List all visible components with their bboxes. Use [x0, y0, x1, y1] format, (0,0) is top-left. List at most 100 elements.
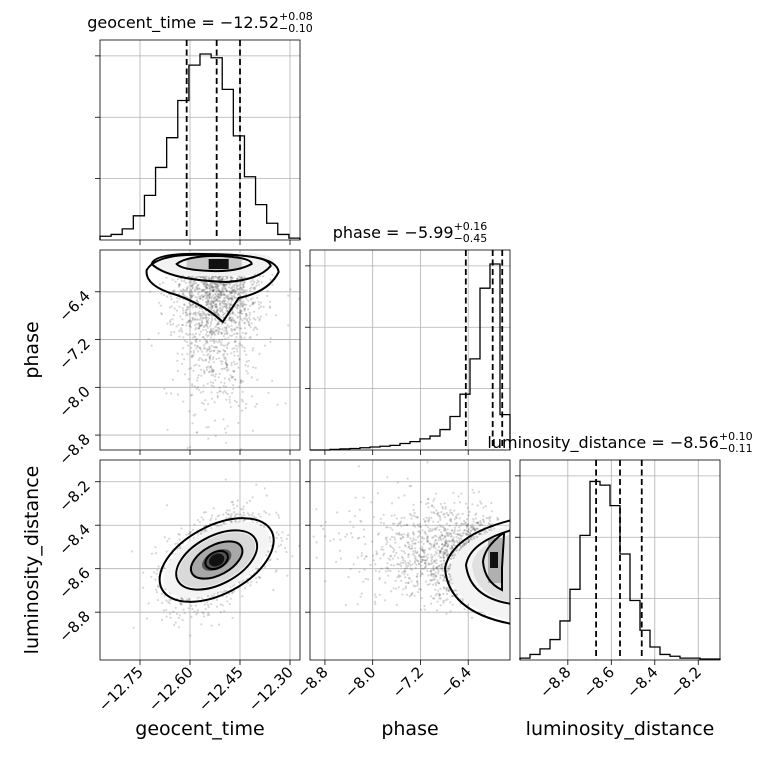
sample-point [383, 553, 385, 555]
sample-point [210, 337, 212, 339]
sample-point [269, 341, 271, 343]
sample-point [421, 556, 423, 558]
sample-point [221, 339, 223, 341]
x-axis-label-phase: phase [381, 718, 438, 740]
sample-point [444, 544, 446, 546]
sample-point [216, 295, 218, 297]
sample-point [215, 319, 217, 321]
sample-point [202, 317, 204, 319]
sample-point [415, 567, 417, 569]
sample-point [433, 598, 435, 600]
sample-point [373, 559, 375, 561]
sample-point [287, 324, 289, 326]
sample-point [477, 522, 479, 524]
sample-point [275, 551, 277, 553]
sample-point [333, 538, 335, 540]
sample-point [155, 589, 157, 591]
sample-point [429, 530, 431, 532]
sample-point [229, 509, 231, 511]
sample-point [386, 541, 388, 543]
sample-point [258, 301, 260, 303]
sample-point [453, 536, 455, 538]
sample-point [224, 278, 226, 280]
sample-point [230, 328, 232, 330]
sample-point [185, 309, 187, 311]
sample-point [470, 529, 472, 531]
sample-point [231, 592, 233, 594]
sample-point [197, 609, 199, 611]
sample-point [431, 558, 433, 560]
hist-panel-geocent_time: geocent_time = −12.52+0.08 −0.10 [87, 10, 313, 245]
sample-point [238, 321, 240, 323]
sample-point [160, 305, 162, 307]
sample-point [230, 303, 232, 305]
sample-point [197, 312, 199, 314]
sample-point [214, 379, 216, 381]
sample-point [185, 324, 187, 326]
sample-point [452, 604, 454, 606]
sample-point [359, 520, 361, 522]
sample-point [252, 430, 254, 432]
sample-point [188, 378, 190, 380]
sample-point [413, 523, 415, 525]
sample-point [370, 564, 372, 566]
sample-point [388, 557, 390, 559]
sample-point [496, 517, 498, 519]
sample-point [181, 353, 183, 355]
sample-point [224, 312, 226, 314]
sample-point [195, 347, 197, 349]
sample-point [237, 355, 239, 357]
hist-title-luminosity_distance: luminosity_distance = −8.56+0.10 −0.11 [487, 430, 752, 455]
sample-point [385, 537, 387, 539]
sample-point [233, 371, 235, 373]
sample-point [437, 601, 439, 603]
sample-point [189, 446, 191, 448]
sample-point [197, 533, 199, 535]
sample-point [199, 288, 201, 290]
sample-point [204, 529, 206, 531]
sample-point [459, 501, 461, 503]
scatter-panel-geocent_time-luminosity_distance: −12.75−12.60−12.45−12.30−8.8−8.6−8.4−8.2 [55, 460, 300, 715]
sample-point [251, 376, 253, 378]
sample-point [489, 518, 491, 520]
sample-point [424, 559, 426, 561]
sample-point [357, 603, 359, 605]
sample-point [229, 401, 231, 403]
sample-point [222, 314, 224, 316]
sample-point [466, 527, 468, 529]
sample-point [187, 344, 189, 346]
sample-point [380, 568, 382, 570]
sample-point [206, 601, 208, 603]
sample-point [416, 573, 418, 575]
sample-point [468, 514, 470, 516]
sample-point [190, 347, 192, 349]
sample-point [438, 570, 440, 572]
sample-point [225, 517, 227, 519]
sample-point [391, 502, 393, 504]
sample-point [233, 507, 235, 509]
sample-point [203, 615, 205, 617]
sample-point [184, 612, 186, 614]
sample-point [446, 523, 448, 525]
title-value: phase = −5.99 [333, 223, 454, 242]
sample-point [393, 523, 395, 525]
sample-point [191, 422, 193, 424]
sample-point [241, 515, 243, 517]
sample-point [430, 554, 432, 556]
sample-point [249, 314, 251, 316]
sample-point [200, 290, 202, 292]
sample-point [355, 497, 357, 499]
sample-point [203, 354, 205, 356]
sample-point [172, 379, 174, 381]
sample-point [378, 578, 380, 580]
sample-point [150, 576, 152, 578]
sample-point [223, 335, 225, 337]
sample-point [475, 518, 477, 520]
sample-point [221, 302, 223, 304]
x-tick-label: −8.0 [341, 663, 379, 701]
sample-point [252, 347, 254, 349]
sample-point [230, 316, 232, 318]
sample-point [184, 304, 186, 306]
sample-point [203, 612, 205, 614]
sample-point [438, 593, 440, 595]
